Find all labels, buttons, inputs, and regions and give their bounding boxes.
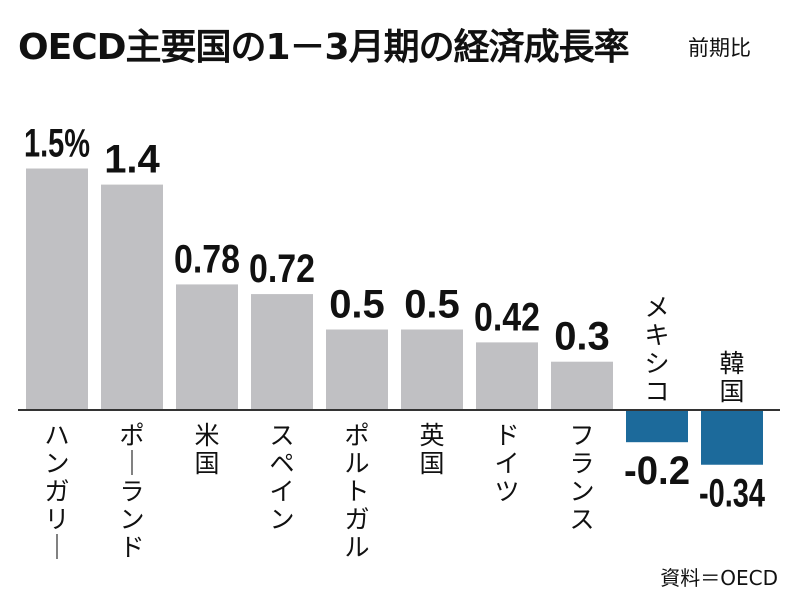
value-label-1: 1.5%	[24, 122, 90, 166]
value-label-9: -0.2	[624, 449, 690, 493]
bar-6	[401, 329, 463, 410]
category-label-5: ポルトガル	[344, 421, 369, 562]
value-label-2: 1.4	[104, 138, 160, 182]
bar-5	[326, 329, 388, 410]
category-label-6: 英国	[419, 421, 444, 478]
value-label-7: 0.42	[474, 295, 540, 339]
category-label-8: フランス	[569, 421, 594, 534]
category-label-3: 米国	[194, 421, 219, 478]
bar-2	[101, 184, 163, 410]
value-label-8: 0.3	[554, 315, 610, 359]
category-label-4: スペイン	[269, 421, 294, 534]
chart-title: OECD主要国の1－3月期の経済成長率	[18, 27, 630, 68]
bar-8	[551, 361, 613, 410]
bar-1	[26, 168, 88, 410]
bar-3	[176, 284, 238, 410]
value-label-3: 0.78	[174, 237, 240, 281]
category-label-9: メキシコ	[644, 293, 669, 406]
value-label-4: 0.72	[249, 247, 315, 291]
category-label-10: 韓国	[719, 349, 744, 406]
category-label-7: ドイツ	[494, 421, 519, 506]
value-label-10: -0.34	[699, 472, 766, 516]
value-label-5: 0.5	[329, 283, 385, 327]
category-label-1: ハンガリ｜	[44, 421, 69, 562]
source-note: 資料＝OECD	[660, 566, 778, 590]
bar-4	[251, 294, 313, 410]
chart-subtitle: 前期比	[688, 36, 751, 60]
bar-10	[701, 410, 763, 465]
category-label-2: ポ｜ランド	[119, 421, 144, 562]
bar-9	[626, 410, 688, 443]
bar-7	[476, 342, 538, 410]
value-label-6: 0.5	[404, 283, 460, 327]
